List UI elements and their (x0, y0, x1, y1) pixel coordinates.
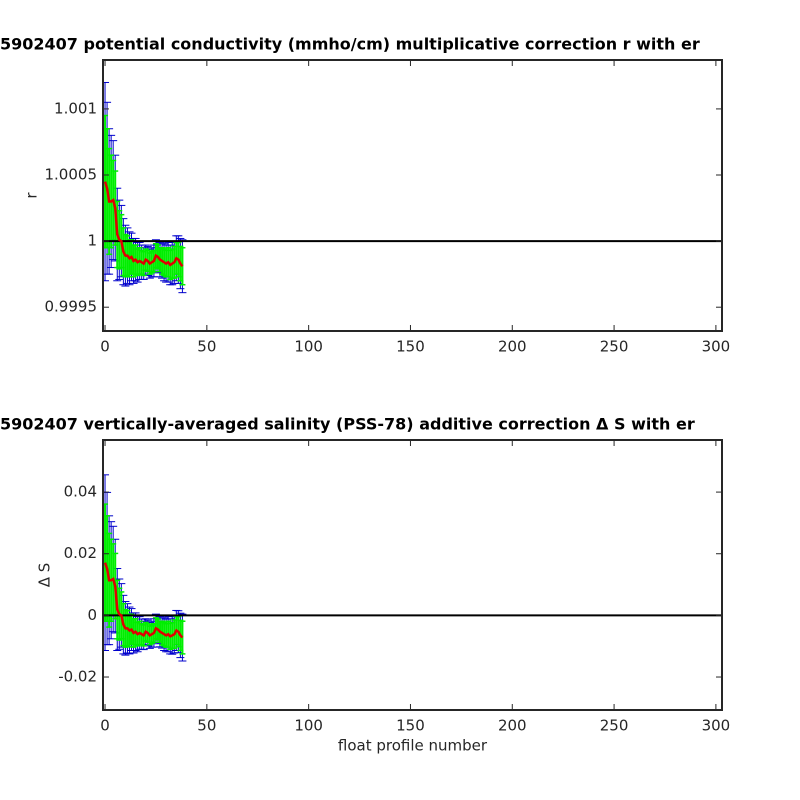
x-tick-label: 150 (396, 717, 425, 735)
x-tick-label: 50 (197, 717, 216, 735)
x-tick-label: 50 (197, 338, 216, 356)
plot-area (103, 440, 722, 710)
y-tick-label: 0.9995 (45, 298, 98, 316)
x-axis-label: float profile number (338, 737, 488, 755)
x-tick-label: 250 (600, 717, 629, 735)
x-tick-label: 150 (396, 338, 425, 356)
x-tick-label: 250 (600, 338, 629, 356)
x-tick-label: 100 (294, 717, 323, 735)
axes-box (102, 59, 723, 332)
correction-line (103, 562, 184, 639)
x-tick-label: 300 (702, 717, 731, 735)
y-tick-label: -0.02 (58, 668, 97, 686)
y-tick-label: 1.001 (54, 99, 97, 117)
correction-line (103, 181, 184, 267)
y-axis-label: Δ S (36, 563, 54, 588)
y-tick-label: 0.02 (64, 544, 97, 562)
y-tick-label: 1.0005 (45, 166, 98, 184)
chart-title: 5902407 vertically-averaged salinity (PS… (0, 415, 695, 434)
y-tick-label: 0 (87, 606, 97, 624)
chart-title: 5902407 potential conductivity (mmho/cm)… (0, 35, 700, 54)
y-axis-label: r (23, 192, 41, 199)
plot-area (103, 60, 722, 331)
y-tick-label: 0.04 (64, 483, 97, 501)
x-tick-label: 0 (100, 717, 110, 735)
x-tick-label: 300 (702, 338, 731, 356)
x-tick-label: 0 (100, 338, 110, 356)
axes-box (102, 439, 723, 711)
x-tick-label: 200 (498, 717, 527, 735)
x-tick-label: 200 (498, 338, 527, 356)
x-tick-label: 100 (294, 338, 323, 356)
y-tick-label: 1 (87, 232, 97, 250)
